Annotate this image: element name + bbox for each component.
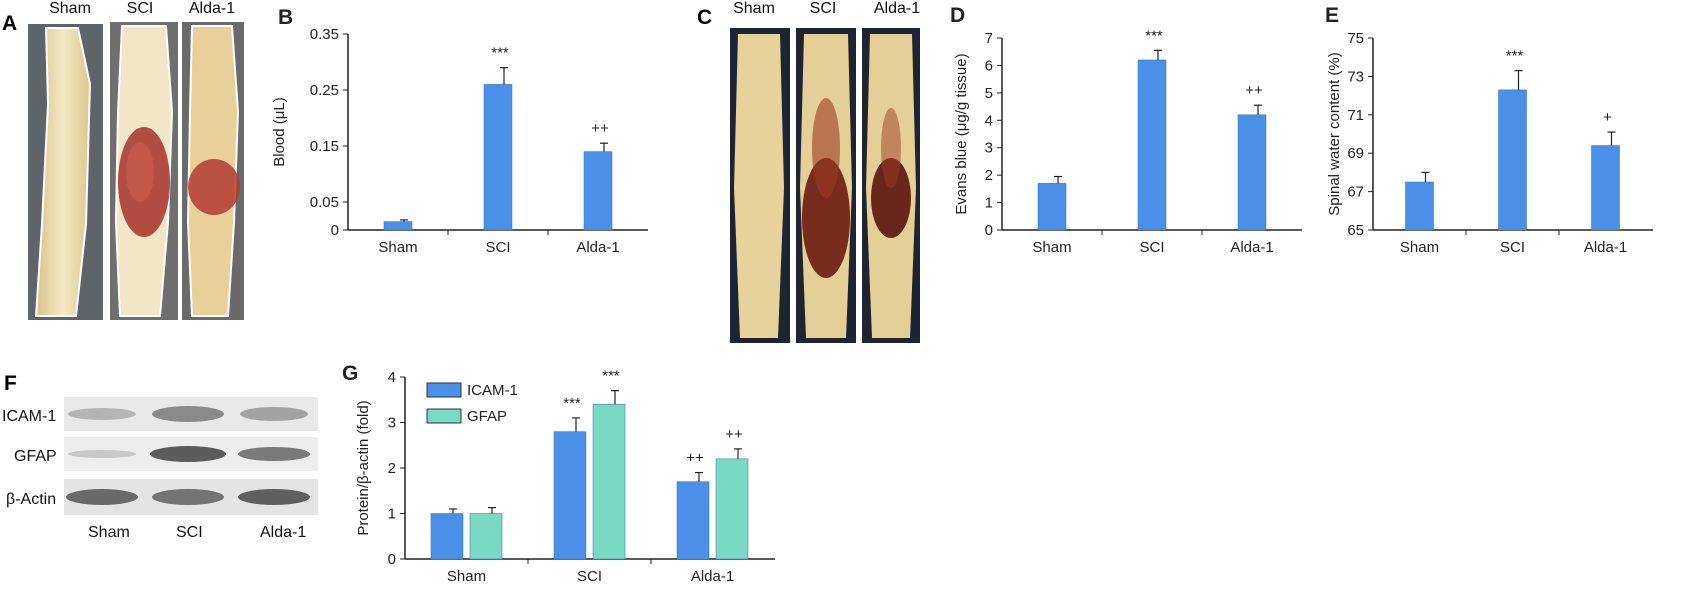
evans-photo-sham — [730, 28, 790, 343]
wb-lane-label-sham: Sham — [88, 524, 130, 541]
panel-letter-e: E — [1325, 4, 1339, 27]
photo-label-c-sham: Sham — [733, 0, 775, 17]
y-tick-label-e: 67 — [1347, 184, 1364, 201]
y-tick-label-g: 1 — [388, 506, 396, 523]
x-tick-label-e: Alda-1 — [1584, 239, 1627, 256]
spinal-cord-photo-sham — [28, 24, 103, 320]
spinal-cord-photo-sci — [110, 22, 178, 320]
bar-e — [1591, 145, 1620, 231]
chart-evans-blue: D 0 1 2 3 4 5 6 7 Evans blue (μg/g tissue) Sham SCI… — [950, 4, 1302, 256]
photo-label-alda1: Alda-1 — [188, 0, 236, 17]
western-blot-image — [64, 397, 318, 517]
y-axis-label-g: Protein/β-actin (fold) — [355, 400, 372, 535]
y-tick-label-g: 3 — [388, 415, 396, 432]
bar-d — [1237, 114, 1267, 231]
significance-label-d: ++ — [1245, 82, 1263, 99]
photo-label-c-sci: SCI — [809, 0, 837, 17]
x-tick-label-d: Sham — [1032, 239, 1071, 256]
spinal-cord-photo-alda1 — [182, 22, 244, 320]
y-tick-label-d: 4 — [985, 112, 993, 129]
y-axis-label-b: Blood (μL) — [271, 97, 288, 167]
legend-swatch-g — [426, 408, 462, 424]
y-tick-label-b: 0 — [331, 222, 339, 239]
wb-row-label-bactin: β-Actin — [6, 491, 57, 508]
bar-g — [592, 404, 626, 560]
y-tick-label-d: 7 — [985, 30, 993, 47]
y-tick-label-e: 73 — [1347, 68, 1364, 85]
y-tick-label-g: 0 — [388, 551, 396, 568]
wb-row-label-icam1: ICAM-1 — [2, 408, 57, 425]
photo-label-sci: SCI — [126, 0, 154, 17]
significance-label-b: ++ — [591, 120, 609, 137]
y-axis-label-e: Spinal water content (%) — [1326, 52, 1343, 215]
x-tick-label-g: Sham — [447, 568, 486, 585]
bar-e — [1405, 181, 1434, 231]
legend-label-g: ICAM-1 — [467, 382, 518, 399]
y-tick-label-g: 4 — [388, 369, 396, 386]
photo-label-sham: Sham — [49, 0, 91, 17]
wb-lane-label-alda1: Alda-1 — [260, 524, 307, 541]
x-tick-label-d: Alda-1 — [1230, 239, 1273, 256]
panel-letter-a: A — [2, 12, 18, 35]
y-tick-label-e: 69 — [1347, 145, 1364, 162]
panel-letter-d: D — [950, 4, 965, 27]
x-tick-label-b: Alda-1 — [576, 239, 619, 256]
bar-g — [469, 513, 503, 560]
bar-d — [1037, 183, 1067, 231]
significance-label-b: *** — [491, 45, 509, 62]
legend-swatch-g — [426, 382, 462, 398]
y-axis-label-d: Evans blue (μg/g tissue) — [953, 53, 970, 214]
y-tick-label-b: 0.05 — [310, 194, 339, 211]
significance-label-e: *** — [1506, 48, 1524, 65]
bar-b — [583, 151, 613, 231]
bar-d — [1137, 59, 1167, 231]
y-tick-label-d: 6 — [985, 57, 993, 74]
significance-label-e: + — [1603, 109, 1612, 126]
y-tick-label-b: 0.25 — [310, 82, 339, 99]
bar-g — [676, 481, 710, 560]
significance-label-g: ++ — [725, 426, 743, 443]
y-tick-label-d: 3 — [985, 140, 993, 157]
chart-blood: B 0 0.05 0.15 0.25 0.35 Blood (μL) Sham SCI *** Al… — [271, 6, 648, 256]
bar-g — [553, 431, 587, 560]
x-tick-label-b: Sham — [378, 239, 417, 256]
significance-label-g: *** — [563, 395, 581, 412]
panel-letter-f: F — [4, 372, 17, 395]
significance-label-d: *** — [1145, 27, 1163, 44]
y-tick-label-b: 0.15 — [310, 138, 339, 155]
significance-label-g: ++ — [686, 450, 704, 467]
y-tick-label-d: 2 — [985, 167, 993, 184]
photo-label-c-alda1: Alda-1 — [873, 0, 921, 17]
wb-lane-label-sci: SCI — [176, 524, 203, 541]
significance-label-g: *** — [602, 368, 620, 385]
legend-label-g: GFAP — [467, 408, 507, 425]
evans-photo-sci — [796, 28, 856, 343]
x-tick-label-g: SCI — [577, 568, 602, 585]
y-tick-label-d: 5 — [985, 85, 993, 102]
wb-row-label-gfap: GFAP — [14, 448, 57, 465]
x-tick-label-g: Alda-1 — [691, 568, 734, 585]
evans-photo-alda1 — [862, 28, 920, 343]
panel-letter-b: B — [278, 6, 293, 29]
y-tick-label-e: 71 — [1347, 107, 1364, 124]
bar-b — [383, 221, 413, 231]
x-tick-label-b: SCI — [485, 239, 510, 256]
x-tick-label-d: SCI — [1139, 239, 1164, 256]
bar-g — [715, 458, 749, 560]
y-tick-label-e: 65 — [1347, 222, 1364, 239]
bar-b — [483, 84, 513, 231]
bar-g — [430, 513, 464, 560]
x-tick-label-e: SCI — [1500, 239, 1525, 256]
x-tick-label-e: Sham — [1400, 239, 1439, 256]
y-tick-label-g: 2 — [388, 460, 396, 477]
y-tick-label-b: 0.35 — [310, 26, 339, 43]
panel-letter-c: C — [697, 6, 713, 29]
y-tick-label-d: 1 — [985, 195, 993, 212]
bar-e — [1498, 89, 1527, 231]
y-tick-label-d: 0 — [985, 222, 993, 239]
y-tick-label-e: 75 — [1347, 30, 1364, 47]
chart-protein: 0 1 2 3 4 Protein/β-actin (fold) Sham SCI *** ***… — [342, 365, 775, 585]
panel-letter-g: G — [342, 365, 358, 385]
